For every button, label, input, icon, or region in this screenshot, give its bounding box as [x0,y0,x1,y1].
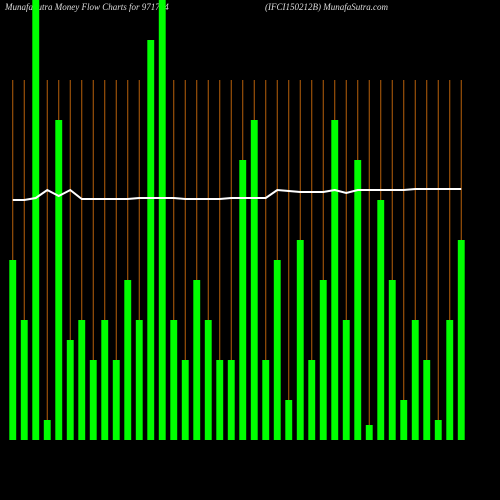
bar [354,160,362,440]
bar [319,280,327,440]
bar [227,360,235,440]
bar [43,420,51,440]
bar [66,340,74,440]
bar [296,240,304,440]
bar [9,260,17,440]
bar [331,120,339,440]
bar [158,0,166,440]
bar [342,320,350,440]
bar [204,320,212,440]
bar [135,320,143,440]
bar [365,425,373,440]
bar [273,260,281,440]
bar [434,420,442,440]
bar [388,280,396,440]
bar [193,280,201,440]
bar [124,280,132,440]
bar [411,320,419,440]
bar [457,240,465,440]
bar [55,120,63,440]
line [12,188,462,201]
bar [112,360,120,440]
bar [400,400,408,440]
bar [181,360,189,440]
bar [377,200,385,440]
bar [147,40,155,440]
bar [216,360,224,440]
chart-title: MunafaSutra Money Flow Charts for 971714 [4,2,169,12]
bar [32,0,40,440]
bar [101,320,109,440]
bar [239,160,247,440]
bar [20,320,28,440]
bar [250,120,258,440]
chart-subtitle: (IFCI150212B) MunafaSutra.com [265,2,388,12]
bar [423,360,431,440]
bar [89,360,97,440]
bar [78,320,86,440]
bar [170,320,178,440]
bar [308,360,316,440]
bar [285,400,293,440]
bar [446,320,454,440]
bar [262,360,270,440]
